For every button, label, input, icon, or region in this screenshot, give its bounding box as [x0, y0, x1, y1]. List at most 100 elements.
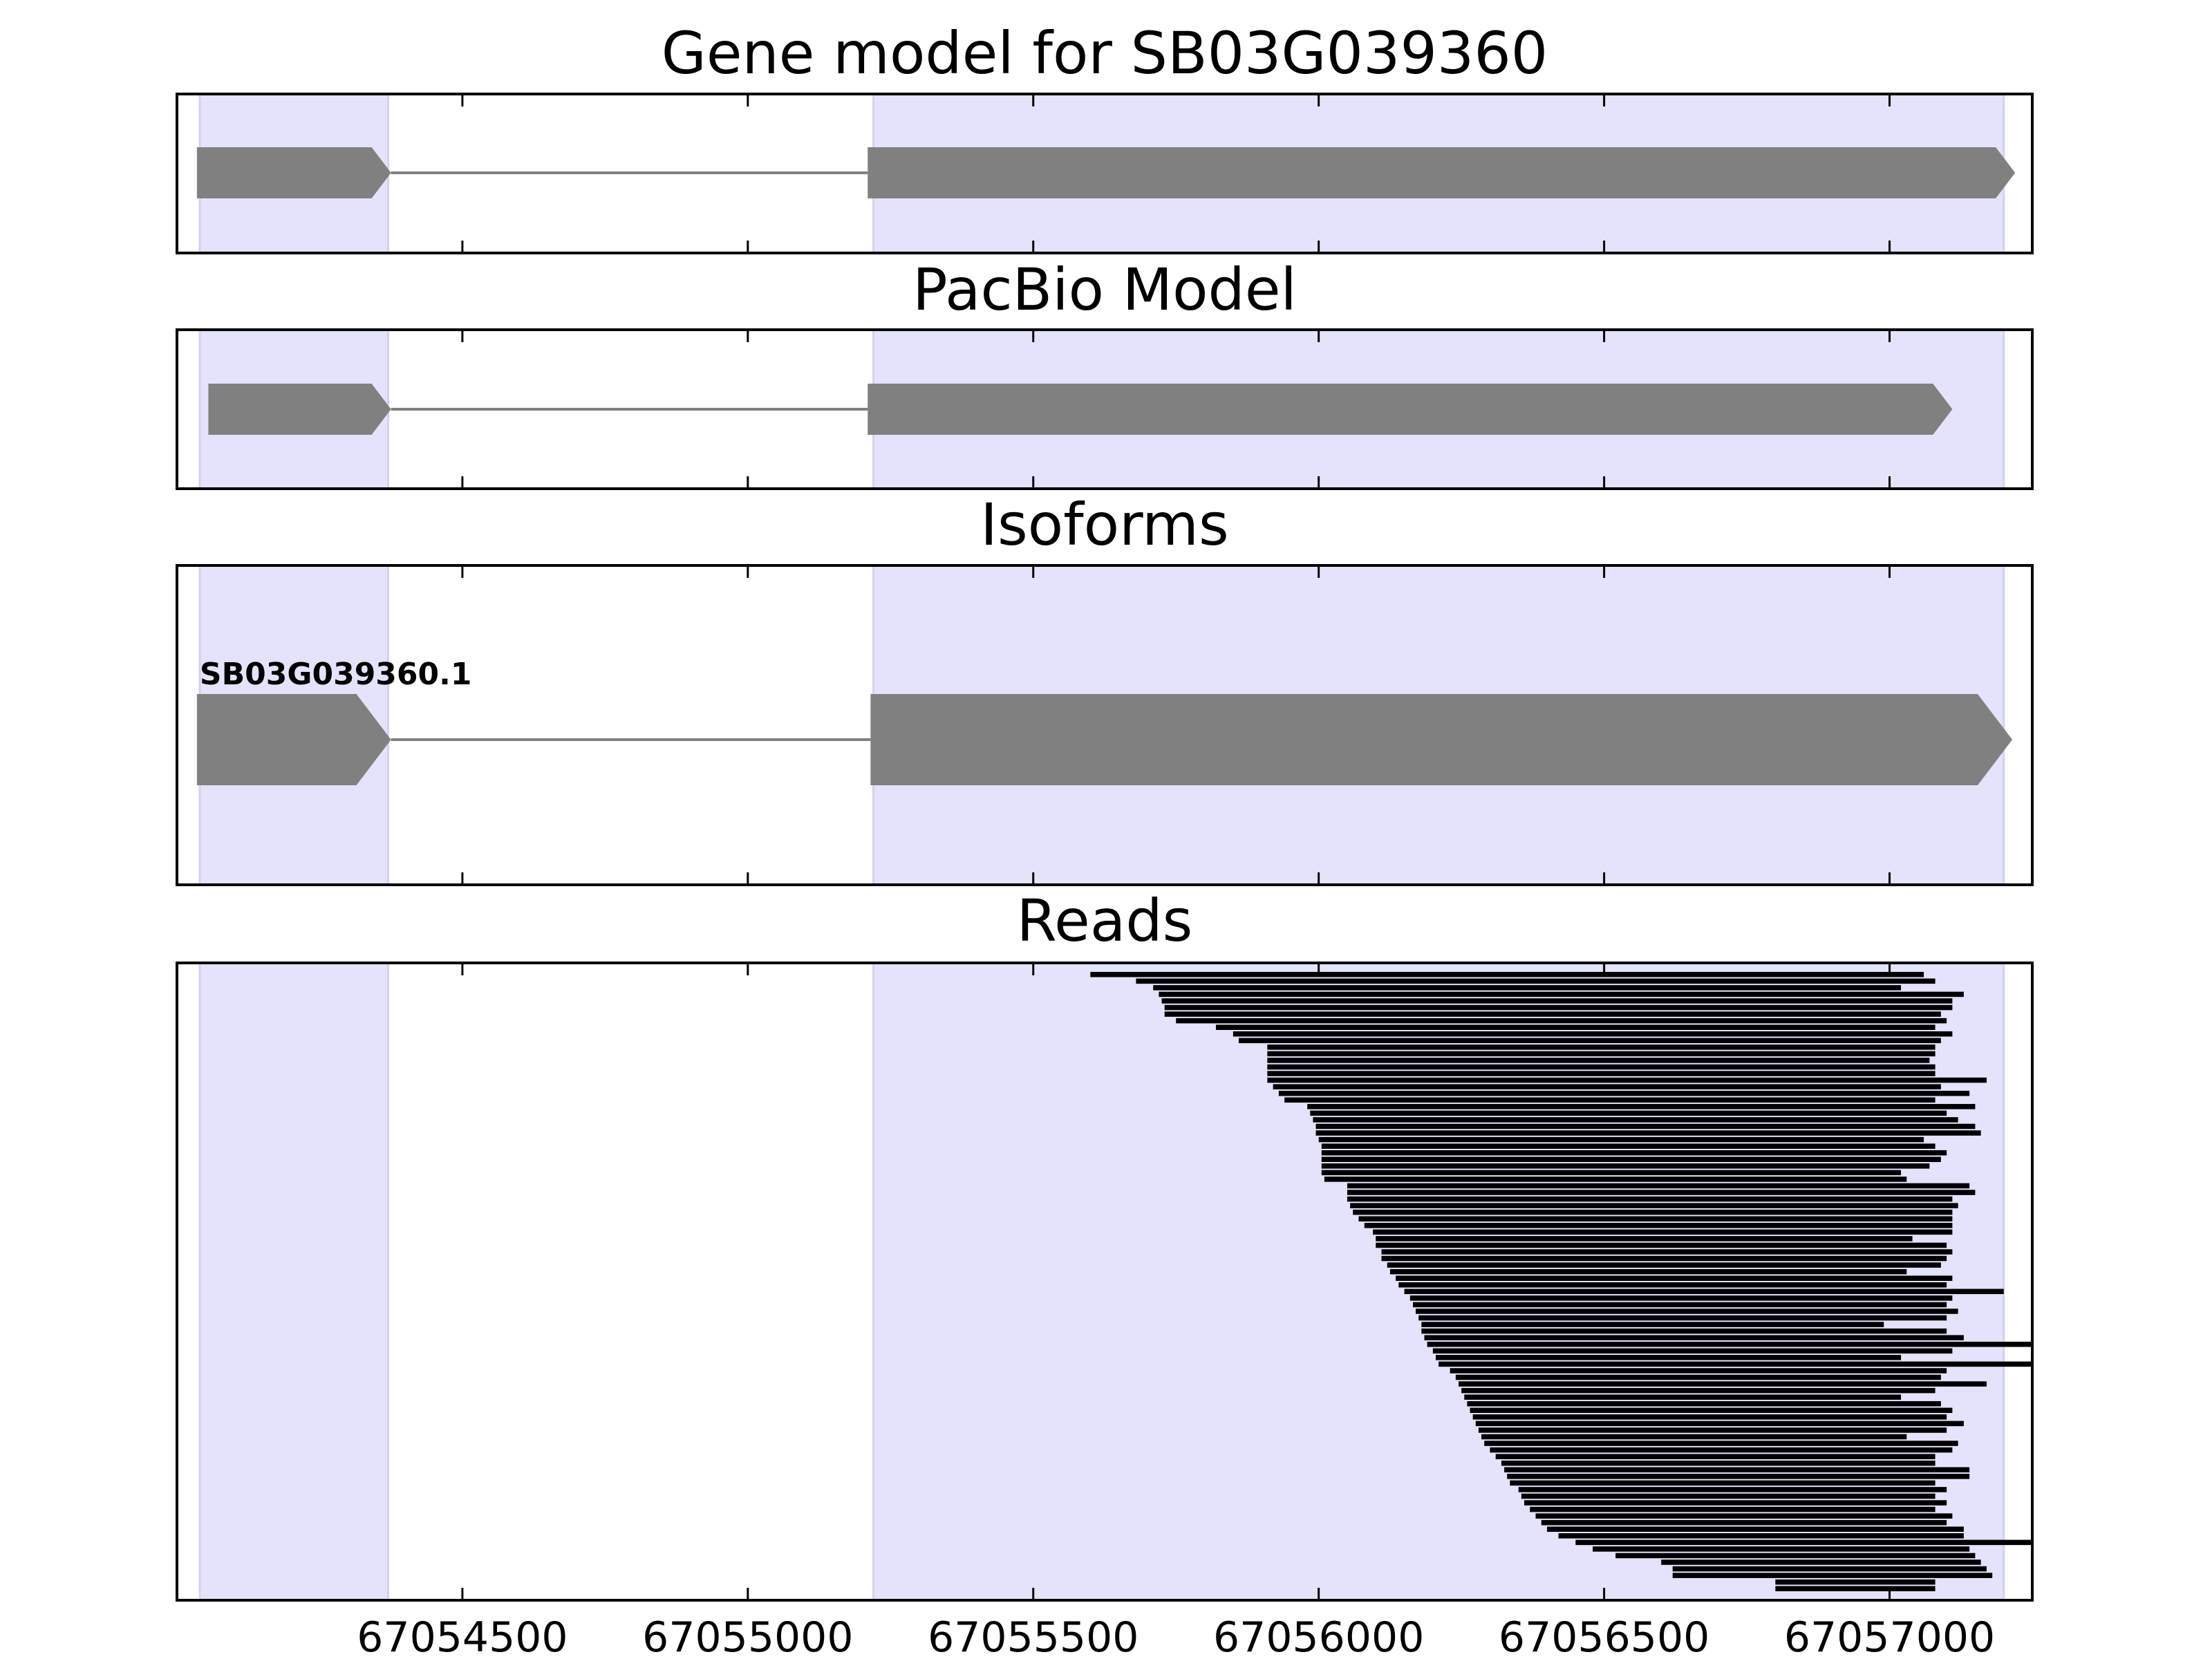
plot-area — [196, 565, 2013, 885]
axes-frame — [176, 564, 2034, 886]
read-bar — [1313, 1117, 1958, 1123]
read-bar — [1432, 1348, 1953, 1354]
read-bar — [1535, 1513, 1953, 1519]
read-bar — [1164, 1011, 1941, 1017]
exon-block — [208, 384, 391, 435]
read-bar — [1472, 1414, 1947, 1420]
read-bar — [1495, 1454, 1936, 1459]
read-bar — [1232, 1031, 1953, 1037]
read-bar — [1424, 1335, 1964, 1340]
read-bar — [1364, 1223, 1953, 1228]
read-bar — [1484, 1441, 1958, 1446]
axes-frame — [176, 328, 2034, 490]
read-bar — [1775, 1586, 1936, 1591]
read-bar — [1239, 1038, 1941, 1044]
read-bar — [1478, 1427, 1947, 1433]
exon-region-shade — [198, 963, 390, 1600]
exon-block — [868, 384, 1953, 435]
panel-gene-model: Gene model for SB03G039360 — [176, 19, 2034, 254]
axes-frame — [176, 93, 2034, 254]
read-bar — [1421, 1322, 1884, 1327]
read-bar — [1775, 1579, 1936, 1585]
exon-block — [196, 147, 391, 198]
read-bar — [1321, 1170, 1902, 1176]
read-bar — [1661, 1559, 1981, 1565]
plot-area — [198, 963, 2032, 1600]
panel-isoforms: Isoforms SB03G039360.1 — [176, 491, 2034, 886]
read-bar — [1541, 1519, 1947, 1526]
read-bar — [1470, 1407, 1953, 1414]
read-bar — [1387, 1262, 1941, 1268]
read-bar — [1353, 1209, 1953, 1215]
read-bar — [1404, 1288, 2004, 1295]
panel-pacbio-model: PacBio Model — [176, 256, 2034, 490]
panel-title: Isoforms — [980, 491, 1229, 559]
read-bar — [1267, 1044, 1936, 1050]
read-bar — [1381, 1255, 1947, 1262]
read-bar — [1267, 1058, 1930, 1063]
read-bar — [1153, 985, 1902, 991]
x-tick-label: 67054500 — [357, 1613, 568, 1659]
read-bar — [1310, 1110, 1947, 1116]
read-bar — [1416, 1309, 1958, 1314]
read-bar — [1315, 1123, 1976, 1130]
read-bar — [1373, 1229, 1953, 1235]
read-bar — [1176, 1018, 1947, 1024]
read-bar — [1464, 1394, 1902, 1400]
read-bar — [1427, 1341, 2032, 1347]
read-bar — [1315, 1130, 1981, 1136]
read-bar — [1267, 1064, 1936, 1070]
read-bar — [1501, 1460, 1936, 1466]
panel-title: Gene model for SB03G039360 — [662, 19, 1548, 87]
read-bar — [1504, 1467, 1970, 1473]
read-bar — [1558, 1533, 1964, 1539]
read-bar — [1273, 1084, 1941, 1089]
read-bar — [1321, 1156, 1941, 1163]
read-bar — [1307, 1104, 1976, 1109]
read-bar — [1376, 1242, 1947, 1248]
read-bar — [1284, 1097, 1936, 1103]
read-bar — [1481, 1434, 1907, 1440]
read-bar — [1398, 1282, 1947, 1288]
x-tick-label: 67056000 — [1213, 1613, 1424, 1659]
read-bar — [1389, 1268, 1907, 1275]
read-bar — [1507, 1474, 1970, 1479]
read-bar — [1461, 1387, 1936, 1394]
x-tick-label: 67055000 — [642, 1613, 853, 1659]
read-bar — [1164, 1004, 1953, 1011]
read-bar — [1524, 1500, 1947, 1506]
read-bar — [1267, 1051, 1936, 1057]
read-bar — [1475, 1421, 1964, 1427]
read-bar — [1435, 1355, 1902, 1360]
read-bar — [1455, 1374, 1941, 1380]
read-bar — [1090, 972, 1924, 977]
read-bar — [1358, 1216, 1953, 1222]
panel-title: PacBio Model — [912, 256, 1297, 324]
read-bar — [1396, 1275, 1953, 1281]
panel-reads: Reads 67054500 67055000 67055500 67056000 67… — [176, 887, 2034, 1659]
read-bar — [1409, 1295, 1953, 1301]
read-bar — [1347, 1183, 1970, 1189]
read-bar — [1318, 1136, 1924, 1143]
read-bar — [1467, 1400, 1941, 1407]
read-bar — [1421, 1328, 1947, 1334]
read-bar — [1412, 1302, 1947, 1308]
read-bar — [1521, 1493, 1936, 1499]
read-bar — [1615, 1553, 1976, 1559]
read-bar — [1593, 1546, 1970, 1552]
read-bar — [1159, 991, 1964, 997]
read-bar — [1575, 1539, 2032, 1546]
read-bar — [1510, 1480, 1936, 1486]
x-tick-label: 67055500 — [928, 1613, 1138, 1659]
read-bar — [1321, 1143, 1936, 1149]
read-bar — [1418, 1315, 1947, 1321]
read-bar — [1347, 1196, 1953, 1202]
read-bar — [1376, 1236, 1913, 1241]
panel-title: Reads — [1017, 887, 1193, 955]
read-bar — [1324, 1177, 1907, 1182]
x-tick-label: 67056500 — [1499, 1613, 1709, 1659]
plot-area — [196, 94, 2016, 253]
read-bar — [1459, 1381, 1987, 1387]
axes-frame — [176, 962, 2034, 1602]
read-bar — [1267, 1071, 1936, 1076]
